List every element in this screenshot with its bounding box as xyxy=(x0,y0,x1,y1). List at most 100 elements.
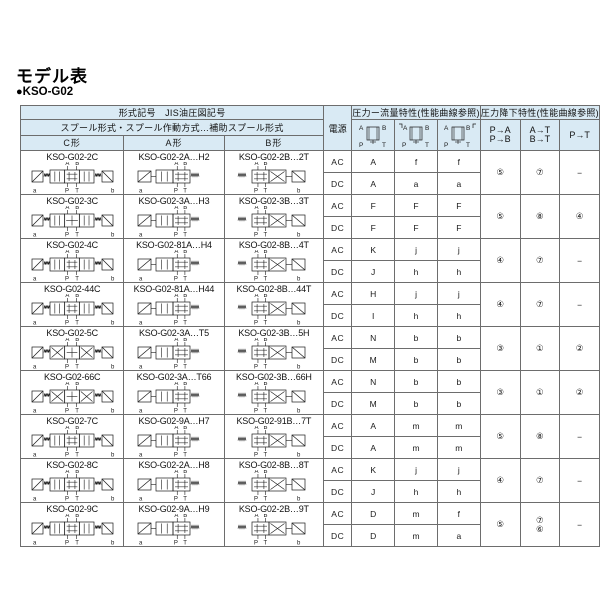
model-code-label: KSO-G02-8B…8T xyxy=(238,460,309,470)
svg-text:A: A xyxy=(254,206,258,211)
bullet-icon: ● xyxy=(16,86,23,98)
svg-text:T: T xyxy=(183,497,187,503)
header-drop-pt-label: P→T xyxy=(569,130,590,140)
svg-text:B: B xyxy=(183,250,187,255)
model-code-label: KSO-G02-3C xyxy=(46,196,98,206)
svg-text:B: B xyxy=(263,162,267,167)
model-code-label: KSO-G02-4C xyxy=(46,240,98,250)
svg-text:T: T xyxy=(75,321,79,327)
cell-flow-3-ac: F xyxy=(436,194,481,217)
svg-text:B: B xyxy=(382,125,386,132)
svg-text:A: A xyxy=(403,125,408,132)
cell-drop-pa-pb: ③ xyxy=(479,326,521,371)
header-drop-group-label: 圧力降下特性(性能曲線参照) xyxy=(480,108,599,118)
svg-text:b: b xyxy=(111,189,115,195)
header-col-a: A形 xyxy=(123,134,225,151)
svg-text:A: A xyxy=(444,125,449,132)
svg-text:T: T xyxy=(263,541,267,547)
cell-power-ac: AC xyxy=(323,326,353,349)
cell-flow-1-ac: K xyxy=(351,458,396,481)
svg-text:T: T xyxy=(75,277,79,283)
cell-power-ac: AC xyxy=(323,282,353,305)
svg-text:B: B xyxy=(263,206,267,211)
svg-text:A: A xyxy=(174,206,178,211)
cell-flow-2-dc: h xyxy=(394,304,438,327)
header-row-2: スプール形式・スプール作動方式…補助スプール形式 A B P T xyxy=(19,119,600,151)
svg-text:A: A xyxy=(254,250,258,255)
cell-flow-1-dc: M xyxy=(351,348,396,371)
cell-drop-pa-pb: ④ xyxy=(479,282,521,327)
cell-power-ac: AC xyxy=(323,458,353,481)
svg-text:T: T xyxy=(183,233,187,239)
svg-text:P: P xyxy=(174,365,178,371)
svg-text:A: A xyxy=(66,426,70,431)
cell-power-ac: AC xyxy=(323,150,353,173)
svg-text:B: B xyxy=(75,250,79,255)
cell-flow-3-dc: b xyxy=(436,392,481,415)
svg-text:B: B xyxy=(183,382,187,387)
cell-flow-2-ac: F xyxy=(394,194,438,217)
cell-drop-at-bt: ① xyxy=(519,326,561,371)
header-drop-pb: P→B xyxy=(489,134,511,144)
header-flow-group: 圧力ー流量特性(性能曲線参照) xyxy=(351,105,481,120)
svg-text:A: A xyxy=(66,206,70,211)
model-code-label: KSO-G02-9A…H9 xyxy=(138,504,210,514)
header-drop-at: A→T xyxy=(529,124,551,135)
header-drop-pt: P→T xyxy=(559,119,600,151)
svg-text:A: A xyxy=(174,426,178,431)
svg-text:a: a xyxy=(139,189,143,195)
svg-text:b: b xyxy=(111,321,115,327)
cell-power-dc: DC xyxy=(323,524,353,547)
valve-symbol-a-2pos-icon: A B P Ta xyxy=(137,514,200,547)
svg-text:a: a xyxy=(33,453,37,459)
cell-power-dc: DC xyxy=(323,392,353,415)
svg-text:B: B xyxy=(425,125,429,132)
svg-text:P: P xyxy=(254,321,258,327)
svg-text:A: A xyxy=(254,514,258,519)
svg-text:a: a xyxy=(139,409,143,415)
header-col-b-label: B形 xyxy=(265,138,283,149)
svg-text:T: T xyxy=(183,189,187,195)
cell-flow-3-dc: h xyxy=(436,260,481,283)
svg-text:T: T xyxy=(263,497,267,503)
svg-text:B: B xyxy=(183,206,187,211)
svg-text:P: P xyxy=(174,321,178,327)
svg-text:P: P xyxy=(65,453,69,459)
model-code-label: KSO-G02-91B…7T xyxy=(236,416,312,426)
model-code-label: KSO-G02-9C xyxy=(46,504,98,514)
cell-flow-1-ac: A xyxy=(351,414,396,437)
cell-flow-3-ac: j xyxy=(436,458,481,481)
svg-text:b: b xyxy=(111,497,115,503)
svg-text:P: P xyxy=(65,189,69,195)
header-left-group: 形式記号 JIS油圧図記号 xyxy=(19,105,325,120)
svg-text:a: a xyxy=(33,365,37,371)
cell-flow-1-dc: A xyxy=(351,172,396,195)
svg-text:B: B xyxy=(263,470,267,475)
cell-flow-1-ac: A xyxy=(351,150,396,173)
svg-text:b: b xyxy=(297,365,301,371)
svg-text:B: B xyxy=(263,294,267,299)
svg-text:A: A xyxy=(254,162,258,167)
cell-drop-at-bt: ⑦ xyxy=(519,238,561,283)
